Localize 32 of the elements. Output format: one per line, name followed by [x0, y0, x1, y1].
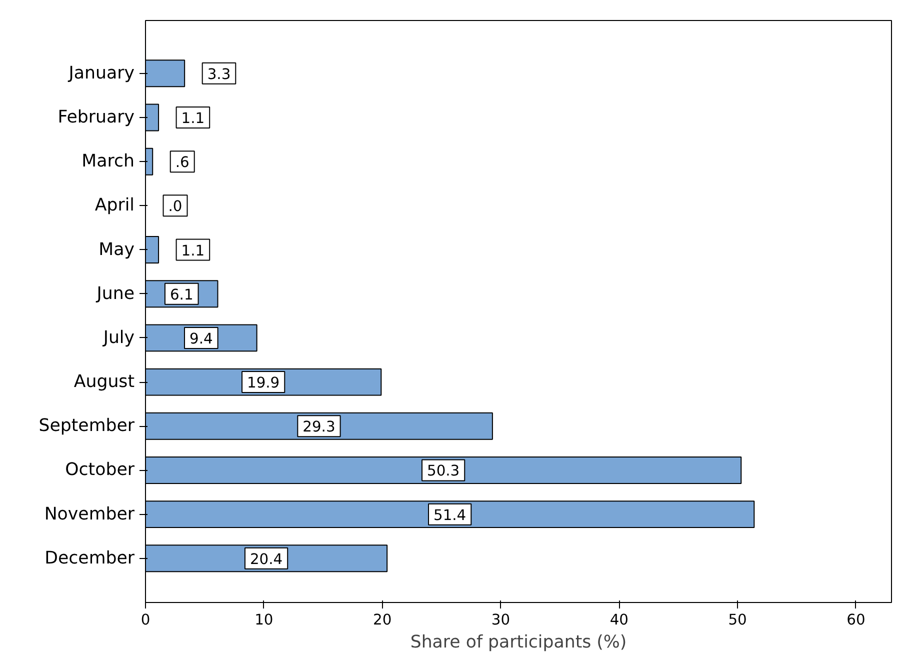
data-label: 51.4: [434, 506, 466, 524]
y-tick-label: February: [58, 108, 135, 128]
data-label: .6: [175, 154, 190, 172]
data-label: 1.1: [181, 242, 205, 260]
x-tick-label: 10: [254, 612, 274, 628]
data-label: 3.3: [207, 66, 231, 83]
data-label: 50.3: [426, 462, 460, 480]
x-tick-label: 60: [846, 612, 866, 628]
y-tick-label: August: [74, 372, 135, 392]
data-label: 29.3: [302, 418, 336, 436]
data-label: .0: [168, 198, 182, 216]
y-tick-label: March: [82, 152, 135, 172]
data-label: 19.9: [247, 374, 280, 392]
y-tick-label: June: [96, 284, 135, 304]
data-label: 20.4: [250, 550, 283, 568]
y-tick-label: October: [65, 460, 136, 480]
data-label: 9.4: [190, 330, 213, 348]
y-tick-label: January: [68, 63, 135, 84]
data-label: 1.1: [181, 110, 205, 127]
x-tick-label: 0: [140, 612, 150, 628]
x-axis-title: Share of participants (%): [410, 632, 627, 652]
x-tick-label: 30: [491, 612, 510, 628]
y-tick-label: July: [102, 328, 135, 348]
data-label: 6.1: [170, 286, 194, 304]
x-tick-label: 50: [728, 612, 747, 628]
y-tick-label: April: [94, 196, 135, 216]
y-tick-label: November: [44, 504, 136, 524]
y-tick-label: May: [98, 240, 135, 260]
x-tick-label: 20: [373, 612, 392, 628]
x-tick-label: 40: [610, 612, 628, 628]
y-tick-label: December: [44, 548, 136, 568]
y-tick-label: September: [38, 416, 136, 436]
